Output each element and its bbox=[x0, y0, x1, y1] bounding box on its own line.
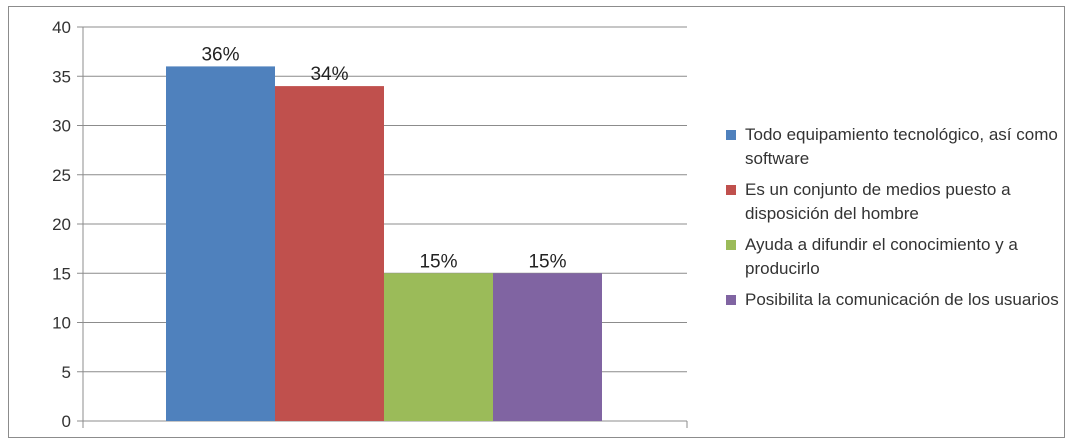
data-label-2: 34% bbox=[310, 64, 348, 85]
data-labels: 36% 34% 15% 15% bbox=[201, 44, 566, 272]
y-tick-labels: 0 5 10 15 20 25 30 35 40 bbox=[52, 18, 71, 431]
bar-3 bbox=[384, 273, 493, 421]
legend-item-2: Es un conjunto de medios puesto a dispos… bbox=[726, 178, 1066, 226]
y-tick-label-35: 35 bbox=[52, 67, 71, 86]
legend-swatch-1 bbox=[726, 130, 736, 140]
data-label-3: 15% bbox=[419, 251, 457, 272]
data-label-4: 15% bbox=[528, 251, 566, 272]
legend-label-3: Ayuda a difundir el conocimiento y a pro… bbox=[745, 235, 1018, 278]
legend-label-1: Todo equipamiento tecnológico, así como … bbox=[745, 125, 1058, 168]
y-tick-label-40: 40 bbox=[52, 18, 71, 37]
legend-item-4: Posibilita la comunicación de los usuari… bbox=[726, 288, 1066, 312]
legend-swatch-4 bbox=[726, 295, 736, 305]
bar-2 bbox=[275, 86, 384, 421]
bar-1 bbox=[166, 66, 275, 422]
legend: Todo equipamiento tecnológico, así como … bbox=[726, 123, 1066, 319]
legend-swatch-3 bbox=[726, 240, 736, 250]
y-tick-label-30: 30 bbox=[52, 117, 71, 136]
bar-4 bbox=[493, 273, 602, 421]
bars bbox=[166, 66, 602, 422]
y-tick-label-0: 0 bbox=[62, 412, 71, 431]
legend-swatch-2 bbox=[726, 185, 736, 195]
legend-label-2: Es un conjunto de medios puesto a dispos… bbox=[745, 180, 1011, 223]
bar-chart: 0 5 10 15 20 25 30 35 40 36% 34% 15% 15% bbox=[52, 18, 688, 431]
legend-item-3: Ayuda a difundir el conocimiento y a pro… bbox=[726, 233, 1066, 281]
legend-item-1: Todo equipamiento tecnológico, así como … bbox=[726, 123, 1066, 171]
legend-label-4: Posibilita la comunicación de los usuari… bbox=[745, 290, 1059, 309]
y-tick-label-15: 15 bbox=[52, 264, 71, 283]
y-tick-label-20: 20 bbox=[52, 215, 71, 234]
y-tick-label-5: 5 bbox=[62, 363, 71, 382]
y-tick-label-10: 10 bbox=[52, 314, 71, 333]
chart-frame: 0 5 10 15 20 25 30 35 40 36% 34% 15% 15% Todo equip… bbox=[8, 6, 1065, 438]
data-label-1: 36% bbox=[201, 44, 239, 65]
y-tick-label-25: 25 bbox=[52, 166, 71, 185]
